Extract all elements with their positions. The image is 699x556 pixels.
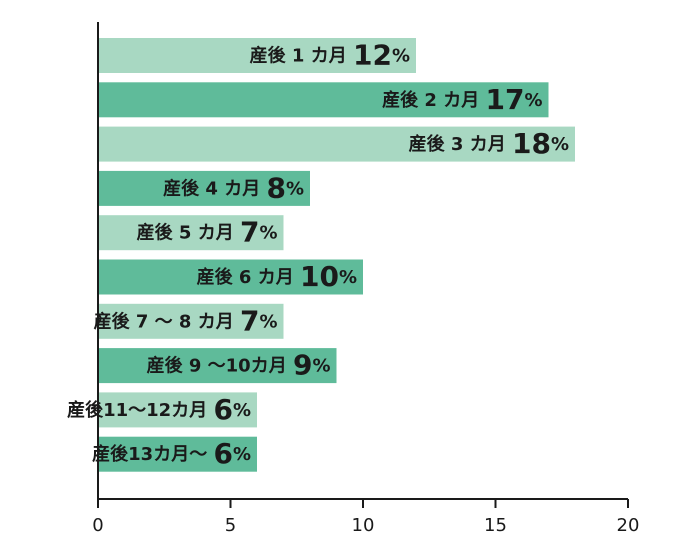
bar-value-label: 6 xyxy=(213,437,232,470)
bar-6 xyxy=(98,259,363,295)
bar-unit-label: % xyxy=(233,400,251,421)
bar-unit-label: % xyxy=(233,444,251,465)
bar-label-2: 産後 2 カ月 17% xyxy=(382,83,542,116)
bar-8 xyxy=(98,348,337,384)
bar-label-10: 産後13カ月〜 6% xyxy=(92,437,251,470)
bar-category-label: 産後13カ月〜 xyxy=(92,443,213,465)
bar-1 xyxy=(98,38,416,73)
bar-7 xyxy=(98,303,284,339)
bar-value-label: 10 xyxy=(300,260,339,293)
bar-category-label: 産後 5 カ月 xyxy=(137,222,240,244)
bar-value-label: 6 xyxy=(213,393,232,426)
bar-category-label: 産後11〜12カ月 xyxy=(67,399,213,421)
bar-10 xyxy=(98,436,257,472)
bar-label-7: 産後 7 〜 8 カ月 7% xyxy=(94,304,278,337)
bar-label-8: 産後 9 〜10カ月 9% xyxy=(147,349,331,382)
bar-2 xyxy=(98,82,549,118)
bar-unit-label: % xyxy=(339,267,357,288)
bar-category-label: 産後 6 カ月 xyxy=(197,266,300,288)
x-ticks: 0 5 10 15 20 xyxy=(92,499,639,536)
bar-value-label: 8 xyxy=(266,171,285,204)
bar-unit-label: % xyxy=(551,134,569,155)
bar-category-label: 産後 4 カ月 xyxy=(163,177,266,199)
bar-label-4: 産後 4 カ月 8% xyxy=(163,171,304,204)
x-tick-label: 15 xyxy=(484,515,507,536)
bar-label-3: 産後 3 カ月 18% xyxy=(409,127,569,160)
bar-unit-label: % xyxy=(524,90,542,111)
bar-category-label: 産後 3 カ月 xyxy=(409,133,512,155)
x-tick-label: 20 xyxy=(617,515,640,536)
bar-4 xyxy=(98,170,310,206)
x-tick-label: 10 xyxy=(352,515,375,536)
bar-5 xyxy=(98,215,284,251)
bar-value-label: 7 xyxy=(240,304,259,337)
bar-value-label: 7 xyxy=(240,216,259,249)
bar-value-label: 12 xyxy=(353,39,392,72)
bar-value-label: 18 xyxy=(512,127,551,160)
bar-category-label: 産後 7 〜 8 カ月 xyxy=(94,310,240,332)
bar-category-label: 産後 1 カ月 xyxy=(250,45,353,67)
bar-unit-label: % xyxy=(286,178,304,199)
bar-unit-label: % xyxy=(259,223,277,244)
bar-3 xyxy=(98,126,575,162)
bar-category-label: 産後 2 カ月 xyxy=(382,89,485,111)
bar-label-5: 産後 5 カ月 7% xyxy=(137,216,278,249)
bar-value-label: 17 xyxy=(485,83,524,116)
x-tick-label: 0 xyxy=(92,515,103,536)
x-tick-label: 5 xyxy=(225,515,236,536)
bar-category-label: 産後 9 〜10カ月 xyxy=(147,355,293,377)
bars xyxy=(98,38,575,472)
bar-unit-label: % xyxy=(259,311,277,332)
bar-label-9: 産後11〜12カ月 6% xyxy=(67,393,251,426)
bar-value-label: 9 xyxy=(293,349,312,382)
bar-labels: 産後 1 カ月 12%産後 2 カ月 17%産後 3 カ月 18%産後 4 カ月… xyxy=(67,39,569,471)
bar-label-6: 産後 6 カ月 10% xyxy=(197,260,357,293)
bar-label-1: 産後 1 カ月 12% xyxy=(250,39,410,72)
bar-9 xyxy=(98,392,257,428)
bar-unit-label: % xyxy=(392,46,410,67)
bar-unit-label: % xyxy=(312,356,330,377)
